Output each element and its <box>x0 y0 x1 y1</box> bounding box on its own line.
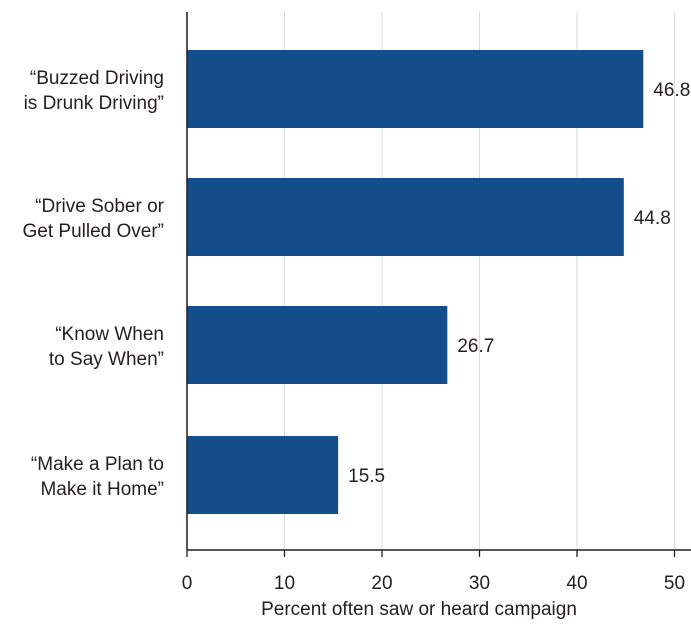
x-tick-label: 50 <box>664 573 685 594</box>
bar-value-label: 44.8 <box>634 208 671 229</box>
category-label: “Know When to Say When” <box>49 324 164 370</box>
bar <box>187 306 448 384</box>
x-tick-label: 30 <box>469 573 490 594</box>
category-label: “Make a Plan to Make it Home” <box>31 454 164 500</box>
x-axis-title: Percent often saw or heard campaign <box>261 599 577 620</box>
bar-value-label: 46.8 <box>653 80 690 101</box>
category-label: “Buzzed Driving is Drunk Driving” <box>24 68 164 114</box>
bar <box>187 178 624 256</box>
x-tick-label: 40 <box>566 573 587 594</box>
category-label: “Drive Sober or Get Pulled Over” <box>23 196 165 242</box>
bar <box>187 436 339 514</box>
x-tick-label: 20 <box>371 573 392 594</box>
x-tick-label: 10 <box>274 573 295 594</box>
bar <box>187 50 644 128</box>
bar-value-label: 15.5 <box>348 466 385 487</box>
labels: 0 10 20 30 40 50 46.8 “Buzzed Driving is Drunk D… <box>23 68 691 594</box>
bar-value-label: 26.7 <box>457 336 494 357</box>
bars <box>187 50 644 514</box>
x-tick-label: 0 <box>182 573 193 594</box>
axes <box>186 12 691 557</box>
